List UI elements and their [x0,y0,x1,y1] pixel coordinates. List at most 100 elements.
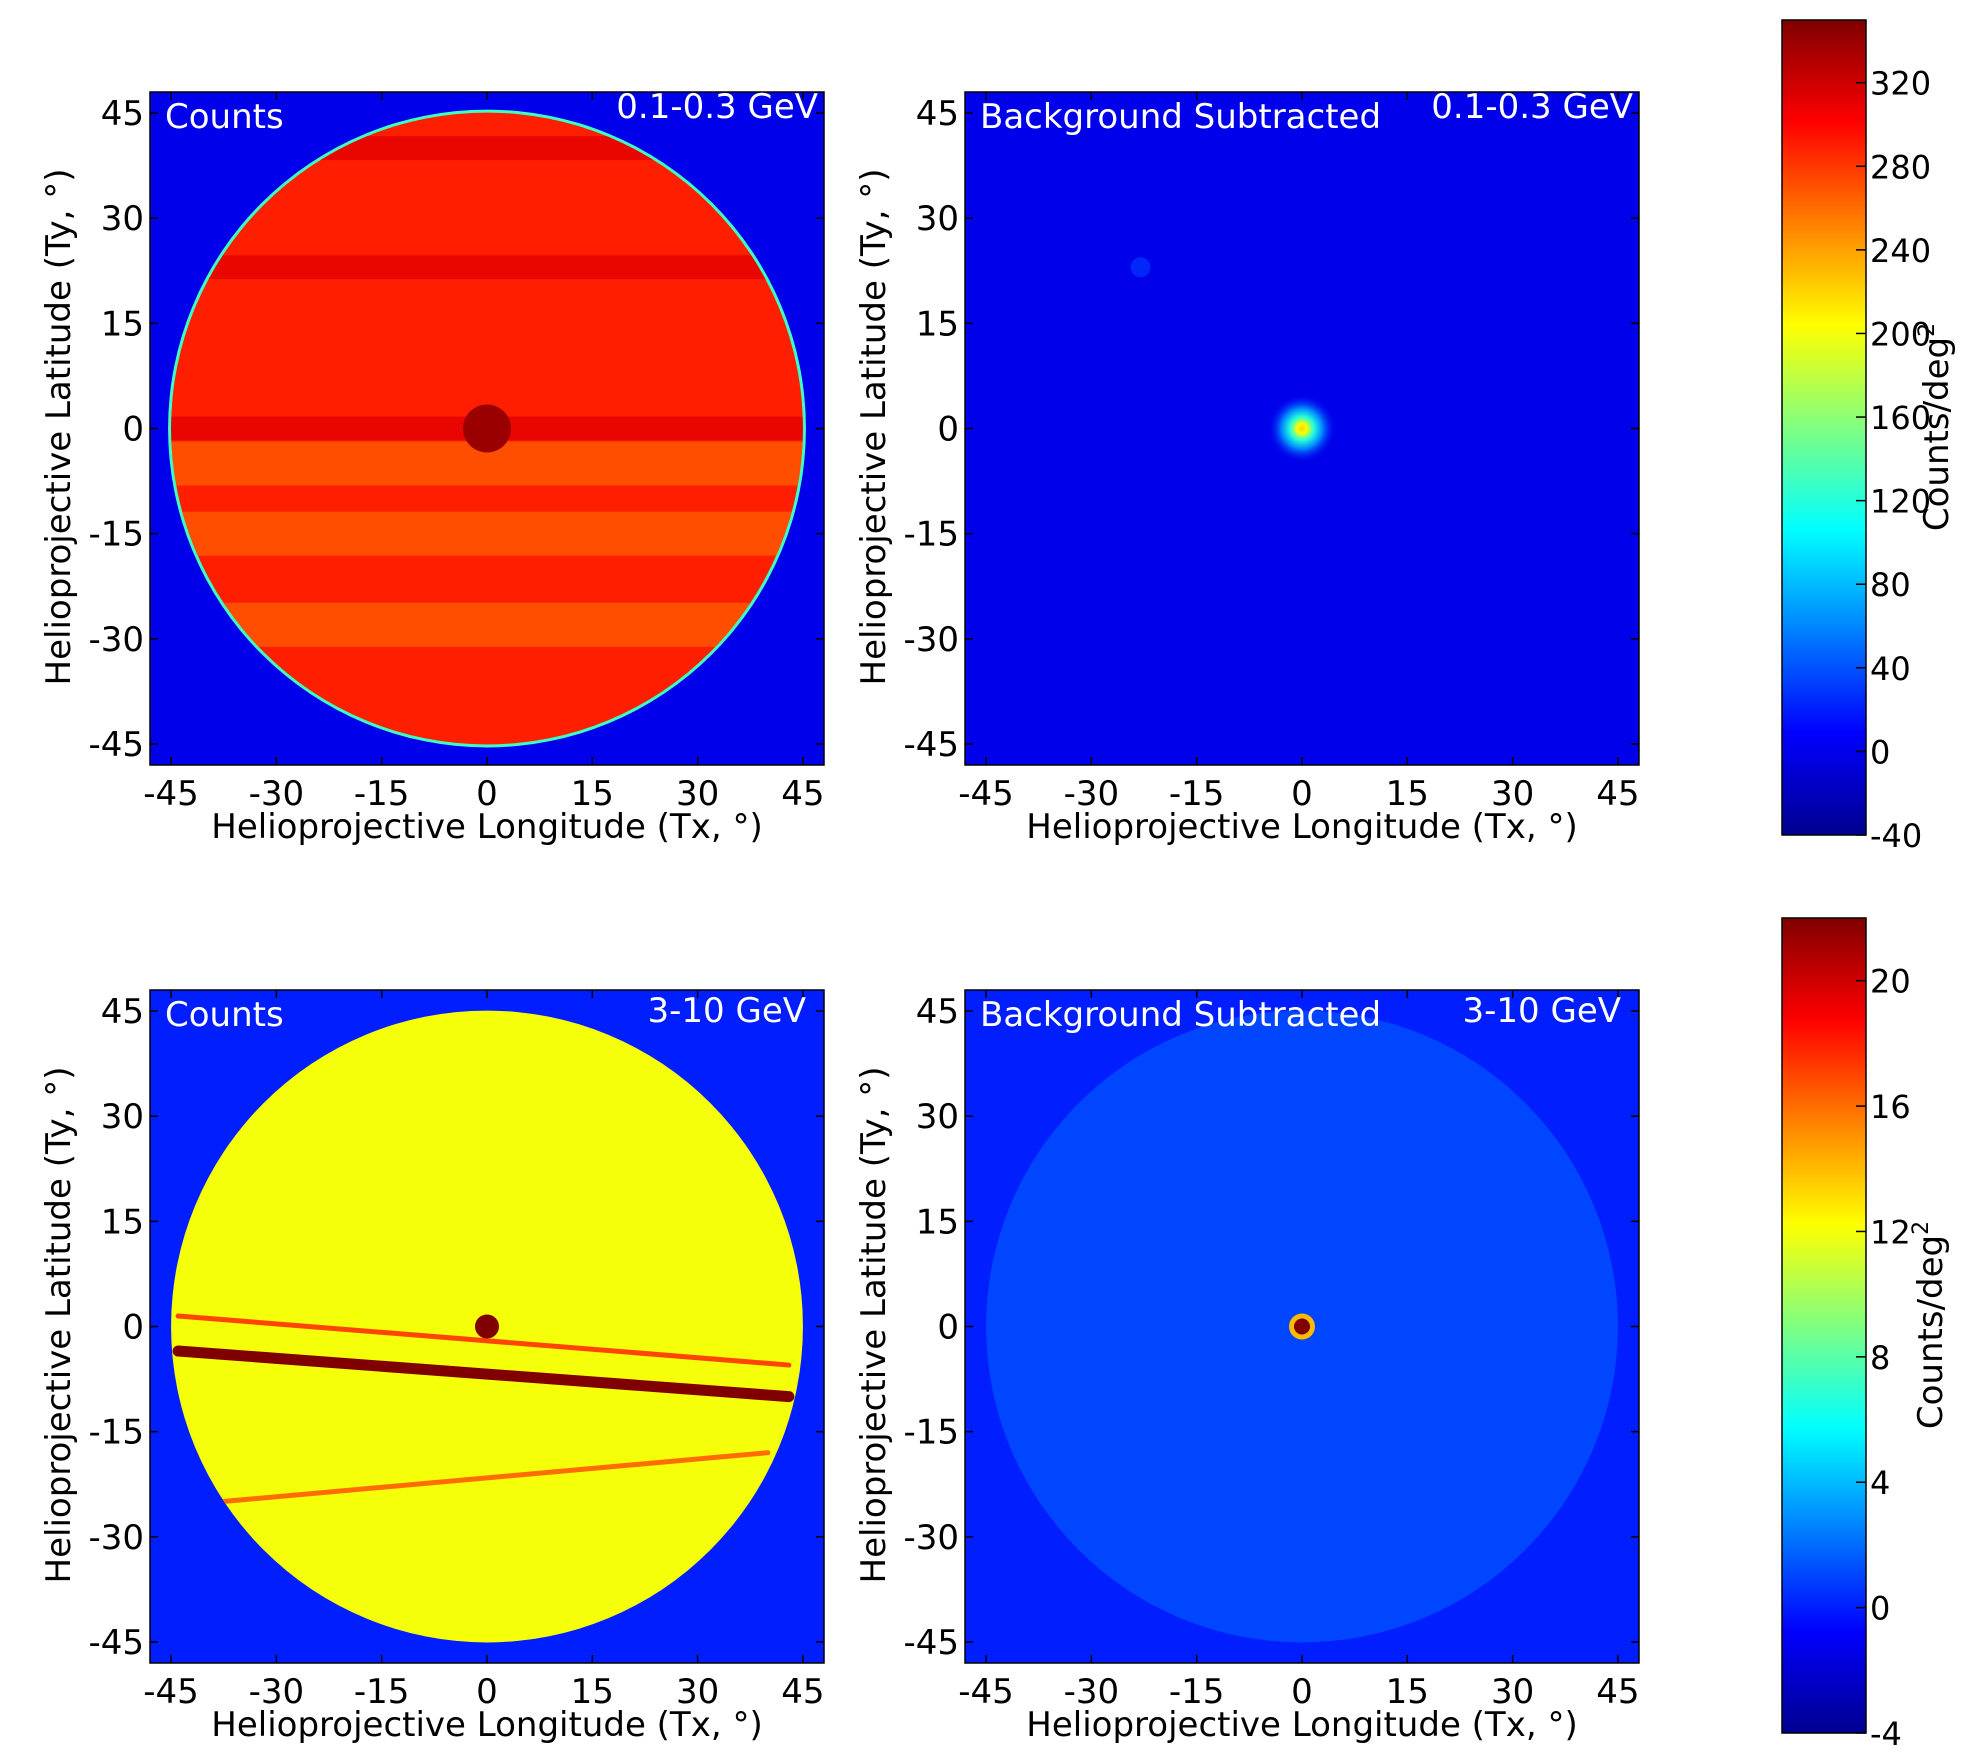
x-tick-label: 15 [571,774,614,814]
colorbar-tick-label: 80 [1870,566,1911,604]
y-tick-label: -45 [903,1623,959,1663]
x-tick-label: -45 [143,774,199,814]
point-source [1294,1318,1310,1335]
x-tick-label: -45 [958,774,1014,814]
y-tick-label: -15 [88,1413,144,1453]
y-tick-label: -45 [903,725,959,765]
colorbar-label: Counts/deg2 [1909,1221,1951,1429]
x-tick-label: 15 [1386,774,1429,814]
x-axis-label: Helioprojective Longitude (Tx, °) [1026,1705,1577,1745]
y-tick-label: 15 [101,1202,144,1242]
y-tick-label: -45 [88,725,144,765]
background-subtracted-low-energy-map: -45 -30 -15 0 15 30 45 -45 -30 -15 0 15 30 45 [903,91,1640,814]
colorbar-tick-label: 12 [1870,1213,1911,1251]
background-subtracted-high-energy-map: -45 -30 -15 0 15 30 45 -45 -30 -15 0 15 30 45 [903,989,1640,1712]
energy-label: 3-10 GeV [648,991,807,1031]
x-axis-label: Helioprojective Longitude (Tx, °) [1026,807,1577,847]
track [217,1450,771,1505]
x-axis-label: Helioprojective Longitude (Tx, °) [211,1705,762,1745]
x-tick-label: 30 [1491,1672,1534,1712]
x-tick-label: 0 [1291,1672,1313,1712]
y-tick-label: 45 [916,992,959,1032]
colorbar-label-superscript: 2 [1909,1221,1934,1235]
panel-label: Counts [165,97,284,137]
colorbar-tick-label: 4 [1870,1464,1890,1502]
panel-label: Background Subtracted [980,97,1381,137]
x-tick-label: 30 [676,774,719,814]
colorbar-tick-label: -4 [1870,1715,1902,1753]
y-tick-label: -15 [903,515,959,555]
x-tick-label: -15 [354,774,410,814]
track [172,1345,795,1403]
colorbar-tick-label: 20 [1870,963,1911,1001]
y-tick-label: 15 [916,304,959,344]
colorbar-tick-label: 280 [1870,148,1931,186]
colorbar-tick-label: 240 [1870,232,1931,270]
colorbar-tick-label: -40 [1870,817,1922,855]
colorbar-tick-label: 0 [1870,1590,1890,1628]
colorbar-label-text: Counts/deg [1911,1235,1951,1429]
y-tick-label: 0 [937,1308,959,1348]
y-axis-label: Helioprojective Latitude (Ty, °) [854,169,894,686]
x-tick-label: -30 [249,1672,305,1712]
y-tick-label: 30 [101,199,144,239]
x-tick-label: 30 [676,1672,719,1712]
panel-label: Counts [165,995,284,1035]
colorbar-label-text: Counts/deg [1917,337,1957,531]
x-tick-label: 45 [781,774,824,814]
colorbar-swatch [1781,917,1867,1734]
y-tick-label: -15 [88,515,144,555]
plot-area [965,92,1639,765]
dark-band [171,255,803,280]
colorbar-label-superscript: 2 [1915,323,1940,337]
y-tick-label: -30 [88,1518,144,1558]
y-tick-label: 45 [101,992,144,1032]
y-tick-label: 30 [101,1097,144,1137]
y-axis-label: Helioprojective Latitude (Ty, °) [854,1067,894,1584]
x-tick-label: -30 [249,774,305,814]
y-tick-label: -45 [88,1623,144,1663]
x-tick-label: -15 [354,1672,410,1712]
y-axis-label: Helioprojective Latitude (Ty, °) [39,169,79,686]
light-band [171,602,803,647]
colorbar-tick-label: 200 [1870,315,1931,353]
colorbar-tick-label: 320 [1870,65,1931,103]
y-tick-label: 0 [122,1308,144,1348]
y-tick-label: 30 [916,199,959,239]
colorbar-tick-label: 160 [1870,399,1931,437]
disk-structure [172,1313,795,1505]
colorbar-tick-label: 120 [1870,483,1931,521]
panel-background-subtracted-high-energy: -45 -30 -15 0 15 30 45 -45 -30 -15 0 15 30 45 Backgro… [854,989,1640,1745]
panel-background-subtracted-low-energy: -45 -30 -15 0 15 30 45 -45 -30 -15 0 15 30 45 Backgro… [854,87,1640,847]
y-tick-label: 30 [916,1097,959,1137]
x-tick-label: 15 [1386,1672,1429,1712]
x-tick-label: -15 [1169,774,1225,814]
light-band [171,511,803,556]
x-tick-label: -45 [958,1672,1014,1712]
y-axis-label: Helioprojective Latitude (Ty, °) [39,1067,79,1584]
y-tick-label: 15 [101,304,144,344]
x-tick-label: 30 [1491,774,1534,814]
faint-source [1130,257,1151,278]
x-axis-label: Helioprojective Longitude (Tx, °) [211,807,762,847]
panel-label: Background Subtracted [980,995,1381,1035]
y-tick-label: 0 [122,410,144,450]
x-tick-label: 45 [781,1672,824,1712]
plot-area [150,990,824,1663]
plot-area [965,990,1639,1663]
y-tick-label: 45 [101,94,144,134]
colorbar-top: -40 0 40 80 120 160 200 240 280 320 Counts/deg2 [1781,19,1957,855]
energy-label: 0.1-0.3 GeV [1431,87,1633,127]
x-tick-label: 0 [1291,774,1313,814]
colorbar-bottom-scale: -4 0 4 8 12 16 20 [1781,917,1911,1753]
x-tick-label: 15 [571,1672,614,1712]
x-tick-label: 0 [476,774,498,814]
colorbar-tick-label: 8 [1870,1339,1890,1377]
plot-area [150,92,824,765]
colorbar-tick-label: 0 [1870,733,1890,771]
x-tick-label: 45 [1596,1672,1639,1712]
colorbar-tick-label: 40 [1870,650,1911,688]
